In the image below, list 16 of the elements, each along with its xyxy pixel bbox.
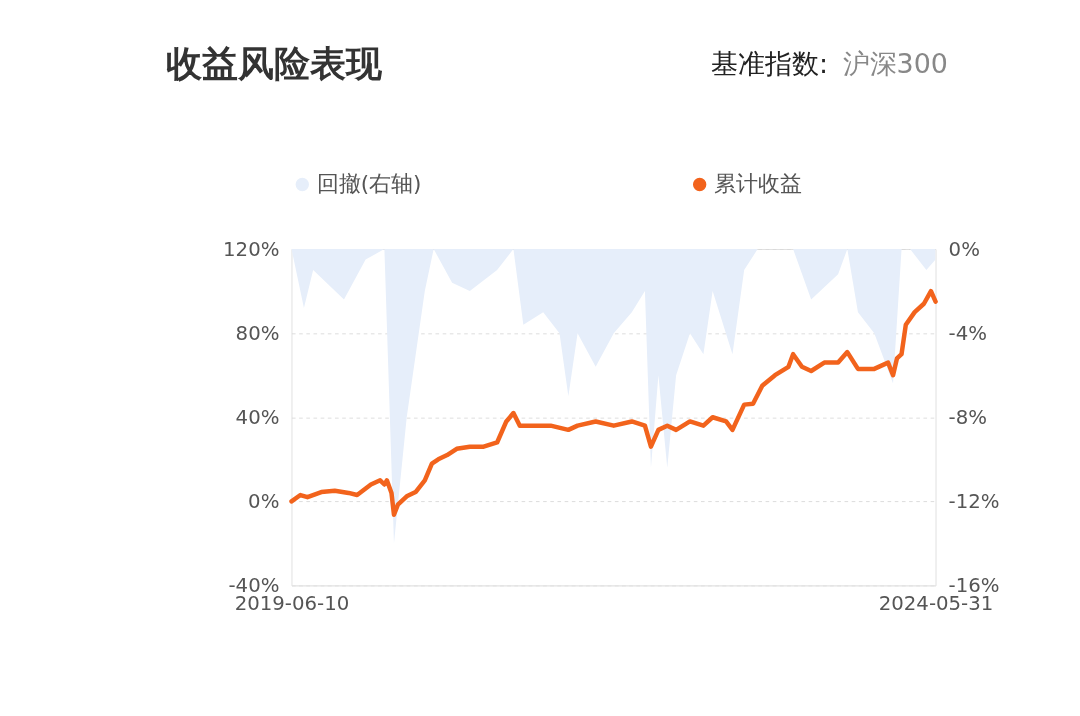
x-tick-label: 2019-06-10 <box>234 592 350 616</box>
y-tick-label: 40% <box>235 405 280 429</box>
legend-label: 回撤(右轴) <box>316 170 422 196</box>
text: 基准指数: <box>711 48 829 80</box>
y2-tick-label: 0% <box>948 237 980 261</box>
y2-tick-label: -4% <box>948 321 987 345</box>
y-tick-label: 120% <box>223 237 280 261</box>
chart-title: 收益风险表现 <box>165 42 383 84</box>
text: 沪深300 <box>842 48 948 80</box>
legend-label: 累计收益 <box>714 170 803 196</box>
y2-tick-label: -12% <box>948 490 1000 514</box>
line-series <box>289 288 938 518</box>
y2-tick-label: -8% <box>948 405 987 429</box>
y-tick-label: 0% <box>248 490 280 514</box>
y-tick-label: 80% <box>235 321 280 345</box>
x-tick-label: 2024-05-31 <box>878 592 994 616</box>
